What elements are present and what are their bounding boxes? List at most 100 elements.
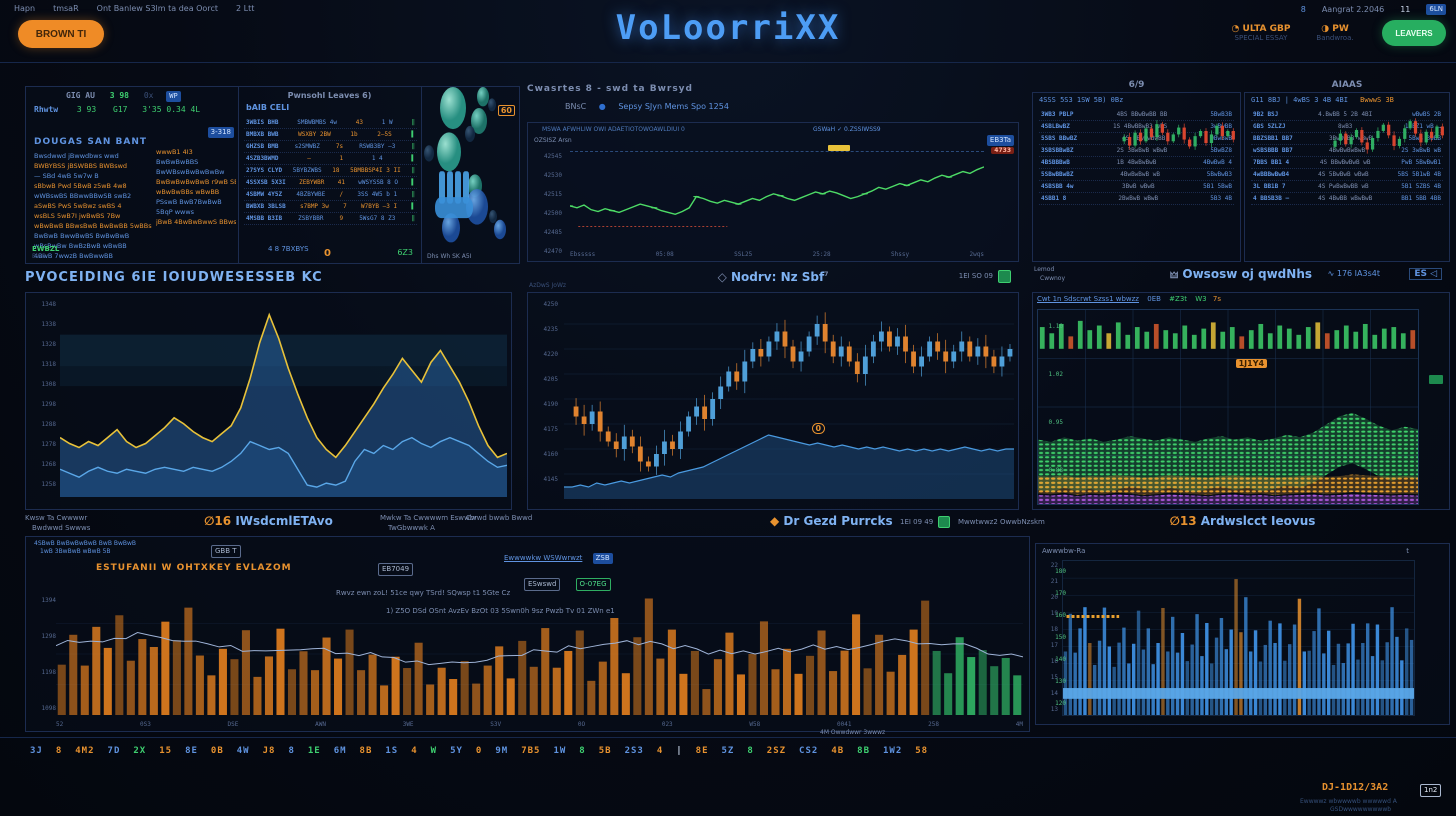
footer-chip[interactable]: 1n2 [1420,784,1442,797]
quote-symbol[interactable]: GIG AU [66,91,95,100]
news-item[interactable]: wBsBwBw BwBzBwB wBwBB [34,242,127,250]
ticker-item[interactable]: 7B5 [521,746,541,756]
table-row[interactable]: GBS 5ZLZJ 8wB3 1 BZ1 wB … [1251,121,1443,133]
table-row[interactable]: wSBSBBB BB7 4BwBwBwBwB 2S 3wBwB wB [1251,145,1443,157]
candlestick-chart[interactable] [564,299,1014,499]
ticker-item[interactable]: 8E [185,746,198,756]
table-row[interactable]: 4BSBBBwB 1B 4BwBwBwB 4BwBwB 4 [1039,157,1234,169]
news-item[interactable]: BwBwBwBwBwB r9wB SB2 [156,178,236,186]
density-chart[interactable] [1038,310,1418,504]
ticker-item[interactable]: 5B [598,746,612,756]
ticker-item[interactable]: 7D [107,746,121,756]
table-row[interactable]: GHZSB BMB s2SMWBZ 7s RSWB3BY –3 ‖ [244,141,417,153]
header-stat-1[interactable]: ◔ ULTA GBP SPECIAL ESSAY [1218,24,1304,42]
session-sub[interactable]: Sepsy SJyn Mems Spo 1254 [618,102,729,111]
menu-item-4[interactable]: 2 Ltt [235,4,255,13]
table-row[interactable]: 4SSXSB 5X3I ZEBYWBR 41 wWSYSSB 8 O ▌ [244,177,417,189]
table-row[interactable]: 7BBS BB1 4 4S BBwBwBwB wB PwB 5BwBwB1 [1251,157,1443,169]
hist-badge-green[interactable]: O-07EG [575,578,611,591]
ticker-item[interactable]: 15 [159,746,173,756]
news-item[interactable]: jBwB 4BwBwBwwS BBws 5wBB2 [156,218,236,226]
ticker-item[interactable]: 8 [55,746,63,756]
caption-check-icon[interactable] [938,516,950,528]
news-item[interactable]: BWBYBSS jBSWBBS BWBswd [34,162,128,170]
news-item[interactable]: BwBwBwBBS [156,158,199,166]
table-row[interactable]: 4SBMW 4Y5Z 4BZBYWBE / 3SS 4W5 b 1 ‖ [244,189,417,201]
table-row[interactable]: 27SYS CLYD 5BYBZWBS 18 5BMBBSP4I 3 II ‖ [244,165,417,177]
table-row[interactable]: 5SBwBBwBZ 4BwBwBwB wB 5BwBwB3 [1039,169,1234,181]
area-chart[interactable] [60,299,507,497]
table-row[interactable]: 3WBIS BHB SMBWBMBS 4w 43 1 W ‖ [244,117,417,129]
table-row[interactable]: 5SBS BBwBZ 4S BBwBwBwBB wBwBwB [1039,133,1234,145]
hist-link[interactable]: Ewwwwkw WSWwrwzt ZSB [504,553,613,564]
ticker-item[interactable]: 0 [475,746,483,756]
browse-button[interactable]: BROWN TI [18,20,104,48]
table-row[interactable]: 4SBB1 8 2BwBwB wBwB 5B3 4B [1039,193,1234,205]
ticker-item[interactable]: 3J [30,746,43,756]
histogram-chart[interactable] [56,593,1023,715]
legend-badge-1[interactable]: 0EB [1147,295,1161,303]
ticker-item[interactable]: 4 [656,746,664,756]
ticker-item[interactable]: 5Z [721,746,735,756]
session-tag[interactable]: BNsC [565,102,587,111]
legend-badge-4[interactable]: 7s [1212,295,1221,303]
table-row[interactable]: 9B2 BSJ 4.BwBB 5 2B 4BI wBwBS 2B [1251,109,1443,121]
ticker-item[interactable]: 4B [831,746,845,756]
ticker-item[interactable]: 1S [385,746,399,756]
ticker-item[interactable]: 5Y [450,746,463,756]
ticker-item[interactable]: W [430,746,438,756]
menu-item-2[interactable]: tmsaR [53,4,79,13]
session-line-chart[interactable] [570,152,984,245]
notification-count[interactable]: 8 [1300,5,1306,14]
table-row[interactable]: 3WB3 PBLP 4BS BBwBwBB BB 5BwB3B [1039,109,1234,121]
ticker-item[interactable]: 8E [695,746,709,756]
ticker-item[interactable]: 4W [236,746,250,756]
ticker-item[interactable]: 2S3 [624,746,644,756]
ticker-item[interactable]: CS2 [799,746,819,756]
table-row[interactable]: 3L BB1B 7 4S PwBwBwBB wB 5B1 5ZBS 4B [1251,181,1443,193]
news-item[interactable]: wBwBwBBs wBwBB [156,188,220,196]
ticker-item[interactable]: 8 [747,746,754,756]
news-item[interactable]: aSwBS PwS 5wBwz swBS 4 [34,202,122,210]
ticker-item[interactable]: 2SZ [766,746,787,756]
ticker-item[interactable]: 2X [133,746,147,756]
table-row[interactable]: 4 BBSB3B – 4S 4BwBB wBwBwB BB1 5BB 4BB [1251,193,1443,205]
table-row[interactable]: BBZSBB1 BB7 3BwBwBB wBwB 5BwB 3wBB [1251,133,1443,145]
ticker-item[interactable]: J8 [262,746,276,756]
ticker-item[interactable]: 8B [359,746,373,756]
ticker-item[interactable]: 58 [915,746,929,756]
ticker-item[interactable]: | [676,746,683,756]
ticker-strip[interactable]: 3J 8 4M2 7D 2X 15 8E 0B 4W J8 8 1E 6M 8B 1S 4 W 5Y 0 9M 7B5 1… [30,742,1436,760]
news-item[interactable]: 5BqP wwws [156,208,195,216]
bubble-cluster-chart[interactable] [421,87,521,249]
menu-item-3[interactable]: Ont Banlew S3lm ta dea Oorct [96,4,218,13]
news-item[interactable]: wsBLS 5wB7I jwBwBS 7Bw [34,212,121,220]
news-item[interactable]: wwwB1 4I3 [156,148,193,156]
table-row[interactable]: BMBXB BWB WSXBY 2BW 1b 2–5S ▌ [244,129,417,141]
ticker-item[interactable]: 8 [288,746,295,756]
news-item[interactable]: wWBswBS BBwwBBwSB swB2 [34,192,132,200]
side-chip[interactable]: 3-318 [207,127,234,138]
ticker-item[interactable]: 4 [411,746,418,756]
ticker-item[interactable]: 4M2 [75,746,95,756]
news-item[interactable]: wBwBwB BBwsBwB BwBwBB 5wBBs [34,222,152,230]
quote2-symbol[interactable]: Rhwtw [34,105,59,114]
status-check-icon[interactable] [998,270,1011,283]
news-item[interactable]: PSswB BwB7BwBwB [156,198,222,206]
table-row[interactable]: BWBXB 3BLSB s7BMP 3w 7 W7BYB –3 I ▌ [244,201,417,213]
hist-chip[interactable]: GBB T [211,545,241,558]
hist-badge-grey[interactable]: ESwswd [524,578,561,591]
alert-count[interactable]: 11 [1400,5,1411,14]
ticker-item[interactable]: 1E [307,746,321,756]
volume-bars-chart[interactable] [1063,561,1414,715]
legend-badge-2[interactable]: #Z3t [1169,295,1188,303]
table-row[interactable]: 4SZB3BWMD — 1 1 4 ▌ [244,153,417,165]
leavers-button[interactable]: LEAVERS [1382,20,1446,46]
header-stat-2[interactable]: ◑ PW Bandwroa. [1300,24,1370,42]
table-row[interactable]: 4SBLBwBZ 1S 4BwBBwB3 wBS 3wBwBB [1039,121,1234,133]
user-chip[interactable]: 6LN [1426,4,1446,15]
quote-chip[interactable]: WP [166,91,181,102]
menu-item-1[interactable]: Hapn [14,4,36,13]
ticker-item[interactable]: 1W [553,746,567,756]
table-row[interactable]: 4SBSBB 4w 3BwB wBwB 5B1 5BwB [1039,181,1234,193]
